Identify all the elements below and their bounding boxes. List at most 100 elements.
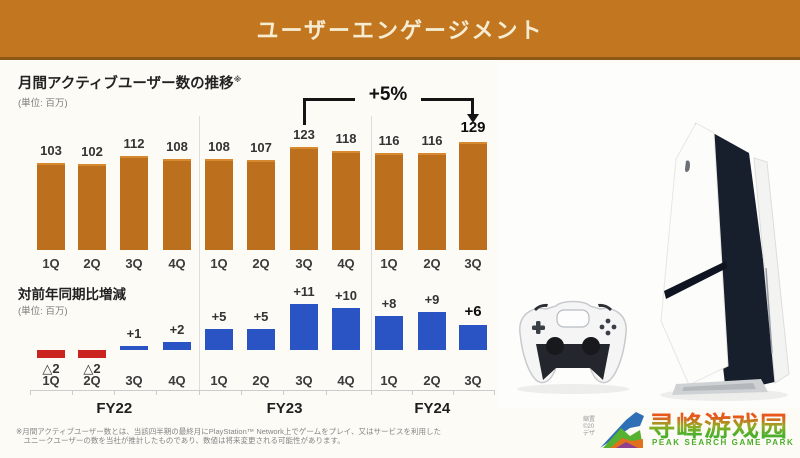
fy-group-divider — [370, 116, 372, 390]
yoy-bar — [375, 316, 403, 350]
annotation-bracket-top-left — [303, 98, 355, 101]
yoy-value-label: +8 — [381, 296, 397, 312]
mau-quarter-label: 3Q — [464, 256, 482, 271]
yoy-value-label: +5 — [211, 309, 227, 324]
mau-quarter-label: 2Q — [83, 256, 101, 271]
yoy-bar — [78, 350, 106, 359]
category-axis-tick — [156, 390, 157, 395]
mau-bar — [163, 159, 191, 250]
mau-quarter-label: 2Q — [252, 256, 270, 271]
category-axis-tick — [452, 390, 454, 395]
fiscal-year-label: FY24 — [414, 400, 451, 417]
annotation-label: +5% — [368, 84, 408, 105]
yoy-quarter-label: 1Q — [42, 373, 60, 388]
watermark: 寻峰游戏园 PEAK SEARCH GAME PARK — [592, 402, 800, 456]
footnote-mark: ※ — [233, 75, 242, 85]
yoy-quarter-label: 4Q — [337, 373, 355, 388]
yoy-value-label: +6 — [464, 302, 482, 320]
mau-bar — [205, 159, 233, 250]
mau-quarter-label: 4Q — [337, 256, 355, 271]
annotation-arrow-icon — [466, 114, 479, 123]
mau-value-label: 107 — [250, 140, 272, 156]
yoy-value-label: +11 — [293, 283, 315, 299]
mau-value-label: 112 — [123, 135, 145, 151]
fiscal-year-label: FY22 — [96, 400, 133, 417]
mau-value-label: 116 — [378, 132, 400, 148]
footnote: ※月間アクティブユーザー数とは、当該四半期の最終月にPlayStation™ N… — [16, 427, 486, 445]
category-axis-tick — [240, 390, 242, 395]
mau-value-label: 102 — [81, 144, 103, 160]
mau-quarter-label: 1Q — [380, 256, 398, 271]
mau-bar — [247, 160, 275, 250]
mau-value-label: 108 — [166, 139, 188, 155]
annotation-bracket-top-right — [421, 98, 474, 101]
yoy-chart-title: 対前年同期比増減 — [18, 287, 126, 302]
d-pad — [532, 321, 545, 334]
yoy-value-label: △2 — [42, 361, 60, 377]
product-photo — [498, 63, 800, 408]
left-stick — [546, 337, 564, 355]
footnote-line1: ※月間アクティブユーザー数とは、当該四半期の最終月にPlayStation™ N… — [16, 427, 441, 436]
fiscal-year-label: FY23 — [266, 400, 303, 417]
ps5-slim-console — [660, 122, 790, 395]
mau-quarter-label: 2Q — [423, 256, 441, 271]
mau-quarter-label: 1Q — [42, 256, 60, 271]
yoy-quarter-label: 1Q — [380, 373, 398, 388]
mau-chart-title: 月間アクティブユーザー数の推移※ — [18, 75, 242, 92]
yoy-quarter-label: 4Q — [168, 373, 186, 388]
peak-mountain-arrow-logo-icon — [600, 412, 644, 448]
mau-quarter-label: 3Q — [125, 256, 143, 271]
slide-header: ユーザーエンゲージメント — [0, 0, 800, 60]
mau-bar — [78, 164, 106, 250]
mau-quarter-label: 3Q — [295, 256, 313, 271]
mau-value-label: 103 — [40, 143, 62, 159]
yoy-quarter-label: 3Q — [125, 373, 143, 388]
annotation-bracket-right — [471, 98, 474, 115]
mau-unit-label: (単位: 百万) — [18, 98, 68, 109]
right-stick — [582, 337, 600, 355]
mau-quarter-label: 4Q — [168, 256, 186, 271]
yoy-value-label: +2 — [169, 321, 185, 337]
yoy-value-label: △2 — [83, 361, 101, 377]
category-axis-tick — [71, 390, 73, 395]
yoy-bar — [332, 308, 360, 350]
watermark-chinese-text: 寻峰游戏园 — [648, 405, 788, 444]
yoy-value-label: +9 — [424, 292, 440, 308]
yoy-bar — [290, 303, 318, 350]
mau-bar — [418, 152, 446, 250]
yoy-bar — [205, 329, 233, 350]
category-axis-tick — [325, 390, 327, 395]
mau-bar — [290, 146, 318, 250]
category-axis-tick — [411, 390, 413, 395]
mau-bar — [37, 163, 65, 250]
yoy-bar — [120, 345, 148, 350]
yoy-bar — [418, 312, 446, 350]
category-axis-tick — [370, 390, 372, 395]
yoy-bar — [459, 324, 487, 350]
dualsense-controller — [519, 300, 627, 384]
ps-logo-icon — [685, 160, 690, 173]
yoy-bar — [163, 341, 191, 350]
watermark-english-text: PEAK SEARCH GAME PARK — [652, 438, 795, 447]
slide-title: ユーザーエンゲージメント — [256, 17, 544, 43]
ps5-console-and-controller-illustration — [517, 122, 790, 401]
mau-bar — [375, 152, 403, 250]
fy-group-divider — [198, 116, 200, 390]
yoy-quarter-label: 2Q — [252, 373, 270, 388]
face-buttons — [599, 318, 617, 336]
footnote-line2: ユニークユーザーの数を当社が推計したものであり、数値は将来変更される可能性があり… — [16, 436, 345, 445]
clipped-caption: 縮置 ©20 デザ — [583, 417, 596, 437]
category-axis — [30, 390, 494, 391]
yoy-quarter-label: 2Q — [423, 373, 441, 388]
yoy-quarter-label: 2Q — [83, 373, 101, 388]
yoy-value-label: +1 — [126, 325, 142, 341]
touchpad — [556, 309, 590, 328]
category-axis-tick — [113, 390, 115, 395]
category-axis-tick — [30, 390, 31, 395]
category-axis-tick — [494, 390, 495, 395]
category-axis-tick — [198, 390, 200, 395]
controller-shadow — [517, 384, 629, 394]
mau-value-label: 118 — [335, 130, 357, 146]
yoy-bar — [247, 329, 275, 350]
